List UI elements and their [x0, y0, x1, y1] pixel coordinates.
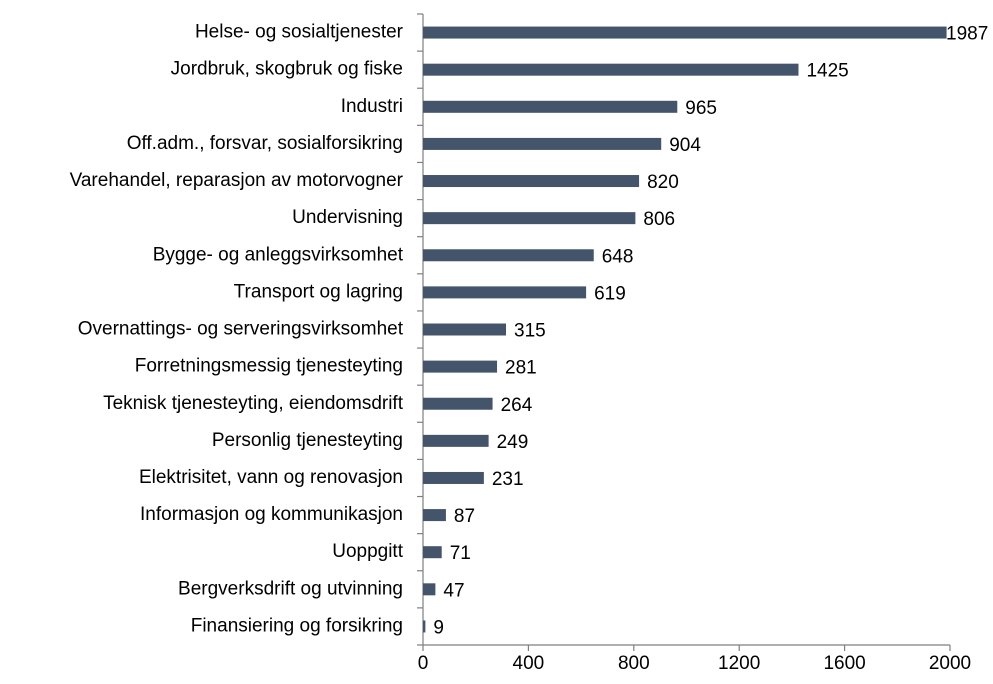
x-tick-label: 1200: [718, 653, 760, 674]
data-label: 1987: [946, 24, 988, 45]
y-tick-label: Informasjon og kommunikasjon: [140, 504, 403, 525]
bar: [423, 100, 678, 113]
y-tick-label: Uoppgitt: [332, 541, 403, 562]
data-label: 87: [454, 506, 475, 527]
y-tick-label: Undervisning: [292, 207, 403, 228]
data-label: 231: [492, 469, 524, 490]
data-label: 1425: [806, 61, 848, 82]
data-label: 619: [594, 283, 626, 304]
x-tick-label: 0: [418, 653, 429, 674]
bar: [423, 137, 662, 150]
y-tick-label: Overnattings- og serveringsvirksomhet: [78, 319, 404, 340]
y-tick-label: Bergverksdrift og utvinning: [178, 578, 403, 599]
y-tick-label: Elektrisitet, vann og renovasjon: [139, 467, 403, 488]
x-tick-label: 400: [513, 653, 545, 674]
data-label: 820: [647, 172, 679, 193]
bar: [423, 323, 507, 336]
bar: [423, 286, 587, 299]
bar: [423, 212, 636, 225]
data-label: 249: [497, 432, 529, 453]
y-tick-label: Off.adm., forsvar, sosialforsikring: [127, 133, 403, 154]
y-tick-label: Industri: [341, 96, 403, 117]
y-tick-label: Helse- og sosialtjenester: [195, 22, 404, 43]
y-tick-label: Bygge- og anleggsvirksomhet: [153, 244, 404, 265]
data-label: 648: [602, 246, 634, 267]
y-tick-label: Finansiering og forsikring: [191, 615, 403, 636]
data-label: 806: [643, 209, 675, 230]
bar: [423, 249, 594, 262]
x-tick-label: 2000: [929, 653, 971, 674]
y-tick-label: Varehandel, reparasjon av motorvogner: [70, 170, 404, 191]
bar: [423, 397, 493, 410]
data-label: 71: [450, 543, 471, 564]
bar: [423, 26, 947, 39]
bar: [423, 583, 436, 596]
bar: [423, 471, 484, 484]
bar: [423, 63, 799, 76]
data-label: 264: [501, 395, 533, 416]
bar: [423, 434, 489, 447]
bar: [423, 175, 640, 188]
bar: [423, 509, 446, 522]
data-label: 965: [685, 98, 717, 119]
data-label: 904: [669, 135, 701, 156]
y-tick-label: Forretningsmessig tjenesteyting: [135, 356, 403, 377]
y-tick-label: Jordbruk, skogbruk og fiske: [171, 59, 403, 80]
y-tick-label: Transport og lagring: [234, 281, 403, 302]
bar: [423, 360, 498, 373]
bar: [423, 546, 442, 559]
data-label: 9: [433, 617, 444, 638]
x-tick-label: 800: [618, 653, 650, 674]
x-tick-label: 1600: [823, 653, 865, 674]
bar: [423, 620, 426, 633]
y-tick-label: Teknisk tjenesteyting, eiendomsdrift: [103, 393, 404, 414]
y-tick-label: Personlig tjenesteyting: [212, 430, 403, 451]
data-label: 47: [443, 580, 464, 601]
data-label: 281: [505, 358, 537, 379]
data-label: 315: [514, 321, 546, 342]
